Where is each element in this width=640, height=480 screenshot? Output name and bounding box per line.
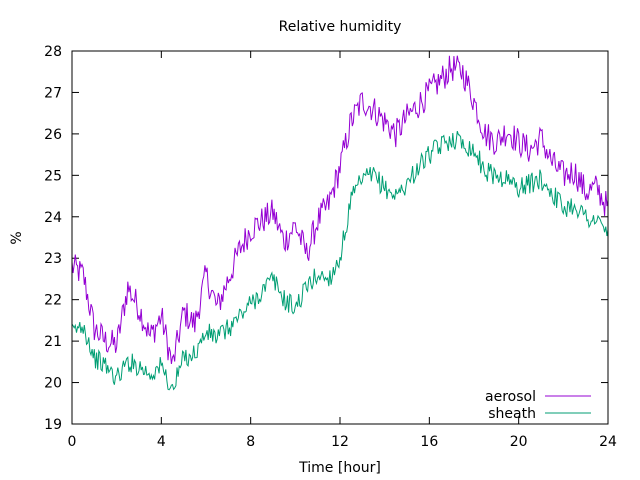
x-axis-label: Time [hour] xyxy=(298,460,381,476)
plot-frame xyxy=(71,50,609,425)
y-tick-label: 22 xyxy=(44,293,62,309)
legend-label-sheath: sheath xyxy=(488,406,536,422)
series-lines xyxy=(71,55,609,391)
axis-ticks: 19 20 21 22 23 24 25 26 27 28 0 4 8 12 16 20 24 xyxy=(44,44,617,450)
x-tick-label: 24 xyxy=(599,434,617,450)
y-tick-label: 28 xyxy=(44,44,62,60)
series-line-sheath xyxy=(71,130,609,391)
x-tick-label: 8 xyxy=(246,434,255,450)
y-tick-label: 27 xyxy=(44,85,62,101)
y-axis-label: % xyxy=(9,231,25,244)
y-tick-label: 20 xyxy=(44,376,62,392)
legend-label-aerosol: aerosol xyxy=(485,389,536,405)
series-line-aerosol xyxy=(71,55,609,364)
x-tick-label: 20 xyxy=(510,434,528,450)
y-tick-label: 26 xyxy=(44,127,62,143)
x-tick-label: 0 xyxy=(68,434,77,450)
y-tick-label: 24 xyxy=(44,210,62,226)
y-tick-label: 21 xyxy=(44,334,62,350)
y-tick-label: 25 xyxy=(44,168,62,184)
y-tick-label: 19 xyxy=(44,417,62,433)
chart-title: Relative humidity xyxy=(279,19,402,35)
x-tick-label: 4 xyxy=(157,434,166,450)
y-tick-label: 23 xyxy=(44,251,62,267)
x-tick-label: 12 xyxy=(331,434,349,450)
x-tick-label: 16 xyxy=(420,434,438,450)
